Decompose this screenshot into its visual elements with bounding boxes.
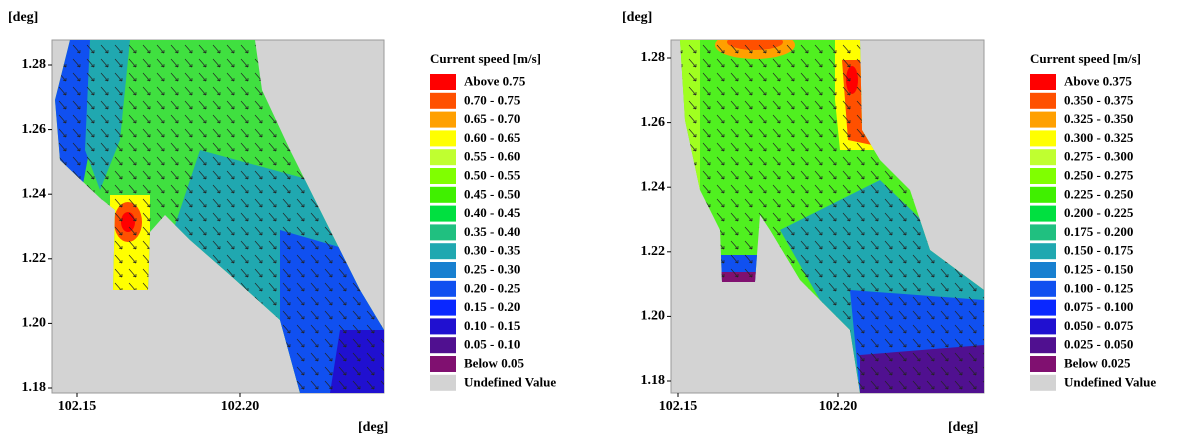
legend-label: 0.50 - 0.55 bbox=[464, 167, 521, 182]
legend-label: 0.075 - 0.100 bbox=[1064, 299, 1133, 314]
legend-swatch bbox=[430, 168, 456, 184]
legend-label: 0.175 - 0.200 bbox=[1064, 224, 1133, 239]
x-tick-label: 102.15 bbox=[659, 399, 698, 414]
legend-label: 0.40 - 0.45 bbox=[464, 205, 521, 220]
legend-swatch bbox=[1030, 356, 1056, 372]
x-unit: [deg] bbox=[358, 420, 388, 435]
y-tick-label: 1.28 bbox=[641, 50, 666, 65]
legend-swatch bbox=[430, 300, 456, 316]
legend-swatch bbox=[430, 206, 456, 222]
legend-label: 0.325 - 0.350 bbox=[1064, 111, 1133, 126]
legend-label: 0.275 - 0.300 bbox=[1064, 149, 1133, 164]
legend-label: 0.60 - 0.65 bbox=[464, 130, 521, 145]
legend-label: 0.100 - 0.125 bbox=[1064, 280, 1134, 295]
legend-label: 0.35 - 0.40 bbox=[464, 224, 520, 239]
legend-swatch bbox=[1030, 300, 1056, 316]
legend-label: 0.225 - 0.250 bbox=[1064, 186, 1133, 201]
legend-swatch bbox=[430, 337, 456, 353]
legend-label: 0.05 - 0.10 bbox=[464, 337, 520, 352]
legend-swatch bbox=[1030, 281, 1056, 297]
legend-swatch bbox=[1030, 224, 1056, 240]
legend-swatch bbox=[430, 243, 456, 259]
legend-swatch bbox=[1030, 206, 1056, 222]
legend-swatch bbox=[430, 375, 456, 391]
legend-swatch bbox=[430, 318, 456, 334]
legend-swatch bbox=[430, 356, 456, 372]
legend-swatch bbox=[1030, 243, 1056, 259]
y-tick-label: 1.22 bbox=[22, 251, 47, 266]
legend-label: 0.70 - 0.75 bbox=[464, 92, 521, 107]
legend-swatch bbox=[1030, 112, 1056, 128]
legend-title: Current speed [m/s] bbox=[430, 51, 541, 66]
y-tick-label: 1.20 bbox=[22, 316, 47, 331]
legend-swatch bbox=[430, 112, 456, 128]
legend-swatch bbox=[430, 224, 456, 240]
y-tick-label: 1.20 bbox=[641, 309, 666, 324]
legend-label: 0.350 - 0.375 bbox=[1064, 92, 1134, 107]
legend-swatch bbox=[430, 149, 456, 165]
y-tick-label: 1.28 bbox=[22, 57, 47, 72]
legend-label: 0.050 - 0.075 bbox=[1064, 318, 1134, 333]
legend-label: Undefined Value bbox=[464, 374, 556, 389]
legend-label: 0.300 - 0.325 bbox=[1064, 130, 1134, 145]
legend-label: 0.45 - 0.50 bbox=[464, 186, 520, 201]
y-tick-label: 1.26 bbox=[22, 122, 47, 137]
legend-swatch bbox=[430, 281, 456, 297]
legend-label: 0.65 - 0.70 bbox=[464, 111, 520, 126]
legend-swatch bbox=[1030, 337, 1056, 353]
y-unit: [deg] bbox=[8, 10, 38, 25]
legend-swatch bbox=[1030, 149, 1056, 165]
legend-label: Above 0.75 bbox=[464, 73, 526, 88]
x-unit: [deg] bbox=[948, 420, 978, 435]
legend-swatch bbox=[1030, 375, 1056, 391]
legend-label: 0.20 - 0.25 bbox=[464, 280, 521, 295]
legend-swatch bbox=[1030, 187, 1056, 203]
legend-label: 0.025 - 0.050 bbox=[1064, 337, 1133, 352]
legend-label: Undefined Value bbox=[1064, 374, 1156, 389]
y-tick-label: 1.26 bbox=[641, 115, 666, 130]
map-right bbox=[671, 31, 984, 393]
legend-swatch bbox=[430, 74, 456, 90]
legend-swatch bbox=[1030, 318, 1056, 334]
legend-swatch bbox=[1030, 74, 1056, 90]
legend-label: 0.200 - 0.225 bbox=[1064, 205, 1134, 220]
legend-swatch bbox=[430, 262, 456, 278]
x-tick-label: 102.20 bbox=[221, 399, 260, 414]
y-unit: [deg] bbox=[622, 10, 652, 25]
legend-swatch bbox=[430, 187, 456, 203]
legend-label: 0.10 - 0.15 bbox=[464, 318, 521, 333]
legend-swatch bbox=[1030, 262, 1056, 278]
y-tick-label: 1.18 bbox=[641, 373, 666, 388]
map-left bbox=[52, 40, 384, 393]
y-tick-label: 1.22 bbox=[641, 244, 666, 259]
legend-swatch bbox=[1030, 168, 1056, 184]
legend-label: Below 0.025 bbox=[1064, 355, 1131, 370]
legend-label: 0.125 - 0.150 bbox=[1064, 261, 1133, 276]
legend-label: 0.15 - 0.20 bbox=[464, 299, 520, 314]
y-tick-label: 1.18 bbox=[22, 380, 47, 395]
figure: [deg] [deg] 1.28 1.26 1.24 1.22 1.20 1.18 102.15… bbox=[0, 0, 1184, 437]
legend-label: Below 0.05 bbox=[464, 355, 524, 370]
legend-label: 0.25 - 0.30 bbox=[464, 261, 520, 276]
x-tick-label: 102.15 bbox=[58, 399, 97, 414]
legend-label: Above 0.375 bbox=[1064, 73, 1132, 88]
legend-swatch bbox=[430, 93, 456, 109]
legend-swatch bbox=[1030, 130, 1056, 146]
legend-title: Current speed [m/s] bbox=[1030, 51, 1141, 66]
legend-label: 0.55 - 0.60 bbox=[464, 149, 520, 164]
y-tick-label: 1.24 bbox=[22, 186, 47, 201]
legend-swatch bbox=[430, 130, 456, 146]
legend-label: 0.250 - 0.275 bbox=[1064, 167, 1134, 182]
legend-swatch bbox=[1030, 93, 1056, 109]
legend-label: 0.150 - 0.175 bbox=[1064, 243, 1134, 258]
legend-label: 0.30 - 0.35 bbox=[464, 243, 521, 258]
x-tick-label: 102.20 bbox=[819, 399, 858, 414]
y-tick-label: 1.24 bbox=[641, 179, 666, 194]
